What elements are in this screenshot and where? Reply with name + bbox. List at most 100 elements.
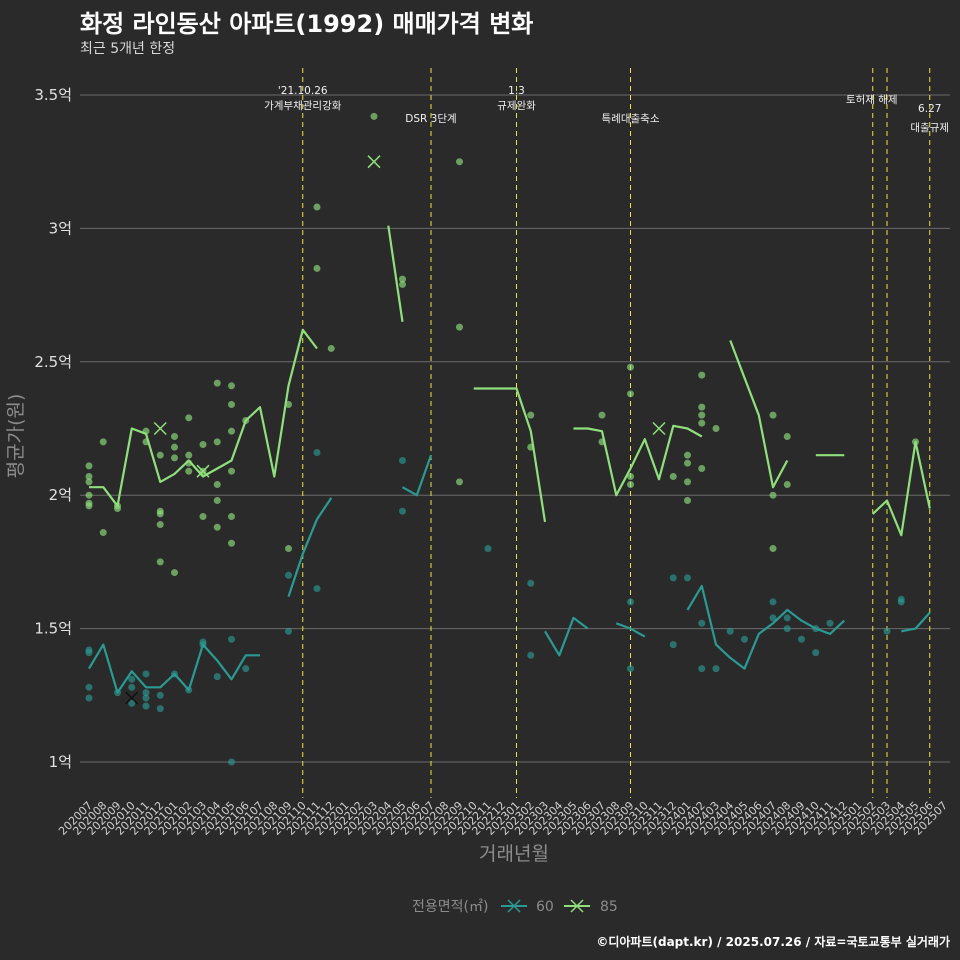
series-line-85 [473,387,547,523]
event-label: '21.10.26 [278,85,328,97]
series-line-85 [872,440,931,537]
data-point-85 [456,158,463,166]
data-point-85 [698,371,706,379]
event-label: DSR 3단계 [405,113,456,125]
data-point-85 [171,454,178,462]
series-line-60 [287,497,333,597]
data-point-60 [128,683,136,691]
data-point-60 [142,689,150,697]
y-axis-title: 평균가(원) [5,394,27,479]
cross-marker-85 [652,421,666,436]
data-point-85 [399,275,406,283]
chart-title: 화정 라인동산 아파트(1992) 매매가격 변화 [80,10,534,38]
data-point-85 [669,473,677,481]
series-line-60 [686,584,846,670]
source-caption: ©디아파트(dapt.kr) / 2025.07.26 / 자료=국토교통부 실… [596,935,950,949]
data-point-60 [156,691,164,699]
data-point-85 [85,473,93,481]
data-point-85 [684,478,691,486]
data-point-85 [185,414,193,422]
data-point-60 [826,619,834,627]
data-point-85 [114,505,121,513]
data-point-85 [627,473,634,481]
data-point-60 [883,627,891,635]
data-point-60 [142,670,150,678]
data-point-85 [199,513,207,521]
data-point-85 [213,523,221,531]
data-point-85 [213,497,221,505]
data-point-60 [769,614,777,622]
data-point-85 [313,264,321,272]
data-point-60 [285,571,292,579]
data-point-85 [399,280,406,288]
data-point-60 [698,619,706,627]
data-point-85 [627,363,634,371]
data-point-60 [213,673,221,681]
data-point-60 [128,699,136,707]
data-point-85 [783,481,791,489]
series-line-60 [88,643,260,694]
data-point-60 [712,665,720,673]
data-point-60 [85,694,93,702]
legend-label-60: 60 [536,899,554,915]
data-point-60 [812,649,820,657]
data-point-85 [456,323,463,331]
event-label: 특례대출축소 [602,113,660,125]
data-point-85 [185,467,193,475]
x-axis: 2020072020082020092020102020112020122021… [56,799,950,838]
y-tick-label: 3.5억 [34,86,72,104]
data-point-60 [85,649,93,657]
cross-marker-85 [367,155,381,169]
data-point-60 [142,702,150,710]
series-line-85 [387,225,404,322]
data-point-85 [213,379,221,387]
data-point-85 [456,478,463,486]
data-point-85 [228,539,235,547]
legend-label-85: 85 [600,899,618,915]
data-point-60 [527,579,535,587]
y-tick-label: 3억 [49,219,72,237]
chart-subtitle: 최근 5개년 한정 [80,41,176,57]
event-label: 규제완화 [497,99,536,112]
data-point-85 [185,451,193,459]
data-point-60 [484,545,492,553]
data-point-60 [228,635,235,643]
series-lines [88,225,931,694]
data-point-85 [85,478,93,486]
event-label: 토허제 해제 [846,93,898,106]
event-label: 1.3 [508,85,525,97]
data-point-60 [897,595,905,603]
data-point-60 [142,694,150,702]
data-point-85 [99,438,107,446]
data-point-60 [313,585,321,593]
cross-markers [125,155,666,705]
y-tick-label: 2.5억 [34,353,72,371]
series-line-60 [901,611,931,633]
data-point-85 [228,400,235,408]
data-point-85 [684,497,691,505]
data-point-85 [698,465,706,473]
data-point-85 [313,203,321,211]
event-label: 대출규제 [910,122,949,134]
data-point-85 [85,491,93,499]
data-point-85 [156,510,164,518]
data-point-85 [627,390,634,398]
data-point-85 [627,481,634,489]
legend-key-85 [564,899,590,913]
data-point-85 [327,344,335,352]
data-point-60 [313,449,321,457]
data-point-85 [156,451,164,459]
data-point-85 [213,438,221,446]
data-point-85 [171,569,178,577]
data-point-85 [769,491,777,499]
series-line-85 [573,424,703,497]
data-point-85 [199,441,207,449]
data-point-60 [769,598,777,606]
data-point-85 [85,502,93,510]
data-point-85 [213,481,221,489]
data-point-85 [598,411,606,419]
event-label: 가계부채관리강화 [264,100,342,112]
data-point-60 [627,665,634,673]
y-axis: 1억 1.5억 2억 2.5억 3억 3.5억 [34,86,72,771]
